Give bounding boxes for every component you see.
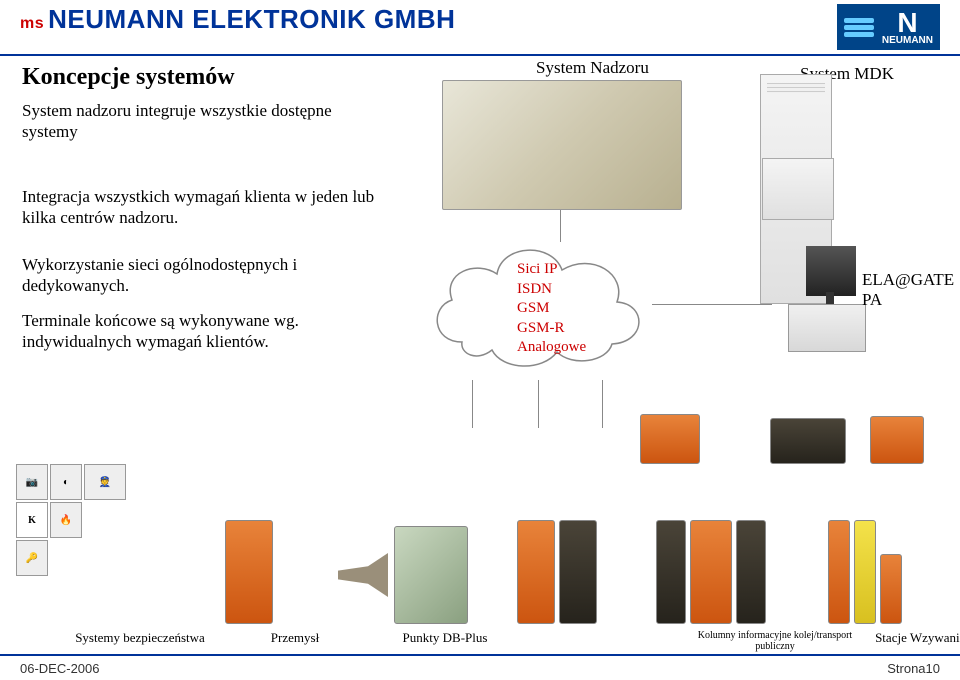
caption-industry: Przemysł xyxy=(220,630,370,652)
horn-speaker-icon xyxy=(338,553,388,597)
cell-info-columns-2 xyxy=(636,464,786,624)
company-main: NEUMANN ELEKTRONIK GMBH xyxy=(48,4,455,34)
security-icon-group: 📷 ◐ 👮 K 🔥 🔑 xyxy=(16,464,126,576)
page-title: Koncepcje systemów xyxy=(22,64,235,91)
cloud-line-1: Sici IP xyxy=(517,260,586,280)
k-icon: K xyxy=(16,502,48,538)
header-divider xyxy=(0,54,960,56)
info-column-image xyxy=(770,418,846,464)
label-elagate: ELA@GATE PA xyxy=(862,270,954,311)
dome-icon: ◐ xyxy=(50,464,82,500)
logo-text: NEUMANN xyxy=(882,35,933,46)
info-column-5 xyxy=(736,520,766,624)
network-cloud: Sici IP ISDN GSM GSM-R Analogowe xyxy=(422,232,652,382)
neumann-logo: N NEUMANN xyxy=(837,4,940,50)
cell-info-columns xyxy=(482,464,632,624)
connector-line xyxy=(538,380,539,428)
connector-line xyxy=(652,304,772,305)
cloud-line-4: GSM-R xyxy=(517,319,586,339)
label-system-nadzoru: System Nadzoru xyxy=(536,58,649,78)
fire-icon: 🔥 xyxy=(50,502,82,538)
info-column-4 xyxy=(690,520,732,624)
control-room-photo xyxy=(442,80,682,210)
caption-dbplus: Punkty DB-Plus xyxy=(370,630,520,652)
company-prefix: ms xyxy=(20,15,44,32)
info-column-3 xyxy=(656,520,686,624)
speaker-image xyxy=(806,246,856,296)
sos-box xyxy=(880,554,902,624)
footer-page: Strona10 xyxy=(887,661,940,676)
page-subtitle: System nadzoru integruje wszystkie dostę… xyxy=(22,100,382,143)
sos-pole-2 xyxy=(854,520,876,624)
industry-cabinet-image xyxy=(225,520,273,624)
caption-security: Systemy bezpieczeństwa xyxy=(60,630,220,652)
info-column-2 xyxy=(559,520,597,624)
emergency-call-image xyxy=(640,414,700,464)
content-area: Koncepcje systemów System nadzoru integr… xyxy=(0,64,960,654)
paragraph-1: Integracja wszystkich wymagań klienta w … xyxy=(22,186,392,229)
footer-date: 06-DEC-2006 xyxy=(20,661,100,676)
sos-station-image xyxy=(870,416,924,464)
cloud-line-3: GSM xyxy=(517,299,586,319)
cell-sos-stations xyxy=(790,464,940,624)
connector-line xyxy=(602,380,603,428)
cell-security: 📷 ◐ 👮 K 🔥 🔑 xyxy=(20,464,170,624)
company-name: msNEUMANN ELEKTRONIK GMBH xyxy=(20,4,455,35)
equipment-stack-image xyxy=(788,304,866,352)
paragraph-3: Terminale końcowe są wykonywane wg. indy… xyxy=(22,310,392,353)
caption-info-columns: Kolumny informacyjne kolej/transport pub… xyxy=(680,630,870,652)
logo-letter: N xyxy=(897,9,917,37)
elagate-text: ELA@GATE xyxy=(862,270,954,289)
caption-sos: Stacje Wzywanie pomocy) xyxy=(870,630,960,652)
rack-image-2 xyxy=(762,158,834,220)
dbplus-point-image xyxy=(394,526,468,624)
info-column-1 xyxy=(517,520,555,624)
cell-industry xyxy=(174,464,324,624)
key-icon: 🔑 xyxy=(16,540,48,576)
cloud-line-2: ISDN xyxy=(517,280,586,300)
camera-icon: 📷 xyxy=(16,464,48,500)
guard-icon: 👮 xyxy=(84,464,126,500)
footer-bar: 06-DEC-2006 Strona10 xyxy=(0,654,960,680)
pa-text: PA xyxy=(862,290,882,309)
logo-waves-icon xyxy=(844,18,874,37)
caption-row: Systemy bezpieczeństwa Przemysł Punkty D… xyxy=(0,630,960,652)
header-bar: msNEUMANN ELEKTRONIK GMBH N NEUMANN xyxy=(0,0,960,54)
sos-pole-1 xyxy=(828,520,850,624)
cell-dbplus xyxy=(328,464,478,624)
paragraph-2: Wykorzystanie sieci ogólnodostępnych i d… xyxy=(22,254,392,297)
connector-line xyxy=(472,380,473,428)
cloud-protocols: Sici IP ISDN GSM GSM-R Analogowe xyxy=(517,260,586,358)
cloud-line-5: Analogowe xyxy=(517,338,586,358)
bottom-row: 📷 ◐ 👮 K 🔥 🔑 xyxy=(0,464,960,624)
